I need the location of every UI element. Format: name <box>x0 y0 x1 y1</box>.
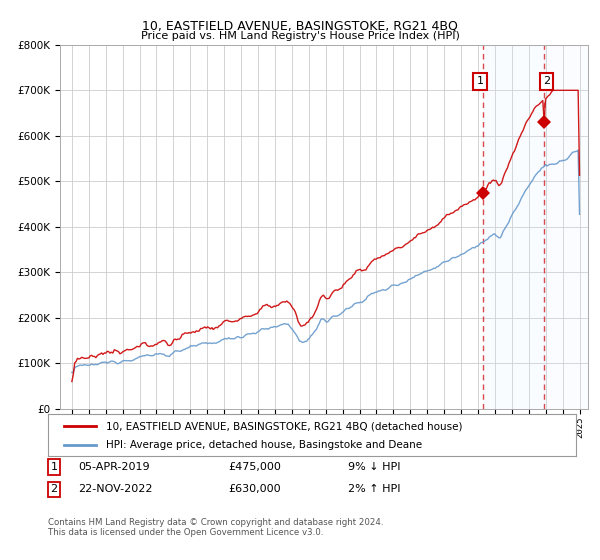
Text: Contains HM Land Registry data © Crown copyright and database right 2024.
This d: Contains HM Land Registry data © Crown c… <box>48 518 383 538</box>
Text: 2: 2 <box>543 76 550 86</box>
Text: HPI: Average price, detached house, Basingstoke and Deane: HPI: Average price, detached house, Basi… <box>106 440 422 450</box>
Text: 22-NOV-2022: 22-NOV-2022 <box>78 484 152 494</box>
Text: 10, EASTFIELD AVENUE, BASINGSTOKE, RG21 4BQ: 10, EASTFIELD AVENUE, BASINGSTOKE, RG21 … <box>142 20 458 32</box>
Text: 1: 1 <box>476 76 484 86</box>
Text: £475,000: £475,000 <box>228 462 281 472</box>
Text: 10, EASTFIELD AVENUE, BASINGSTOKE, RG21 4BQ (detached house): 10, EASTFIELD AVENUE, BASINGSTOKE, RG21 … <box>106 421 463 431</box>
Text: 2: 2 <box>50 484 58 494</box>
Text: 9% ↓ HPI: 9% ↓ HPI <box>348 462 401 472</box>
Bar <box>544 45 588 409</box>
Text: 2% ↑ HPI: 2% ↑ HPI <box>348 484 401 494</box>
Bar <box>482 45 544 409</box>
Text: 05-APR-2019: 05-APR-2019 <box>78 462 149 472</box>
Text: 1: 1 <box>50 462 58 472</box>
Text: Price paid vs. HM Land Registry's House Price Index (HPI): Price paid vs. HM Land Registry's House … <box>140 31 460 41</box>
Text: £630,000: £630,000 <box>228 484 281 494</box>
